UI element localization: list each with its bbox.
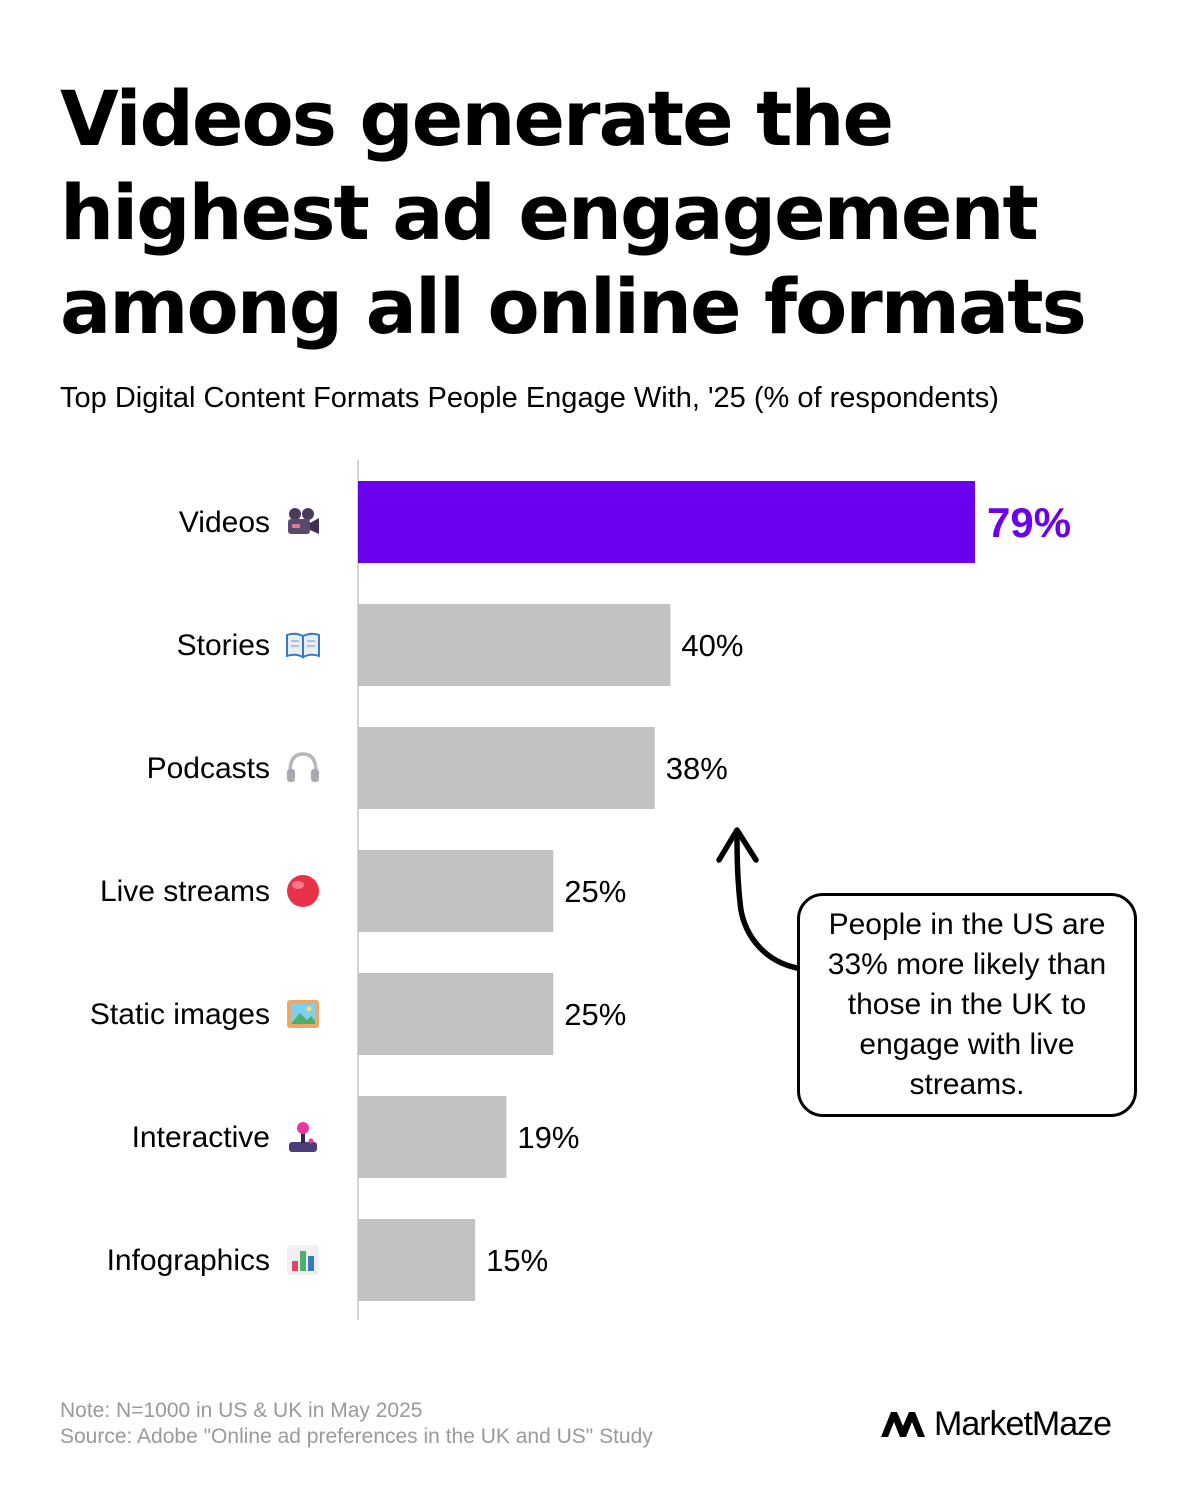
bar-podcasts: [358, 727, 655, 809]
category-label: Infographics: [107, 1244, 270, 1277]
red-circle-icon: [287, 875, 319, 907]
footer-source: Source: Adobe "Online ad preferences in …: [60, 1425, 653, 1448]
annotation-text: People in the US are 33% more likely tha…: [827, 908, 1107, 1101]
value-label: 15%: [486, 1243, 548, 1278]
bar-stories: [358, 604, 671, 686]
bar-chart: Videos 79% Stories 40% Podcasts 38% Live strea…: [90, 460, 1071, 1320]
bar-infographics: [358, 1219, 476, 1301]
value-label: 19%: [517, 1120, 579, 1155]
brand-logo: MarketMaze: [880, 1402, 1112, 1446]
footer: Note: N=1000 in US & UK in May 2025 Sour…: [60, 1398, 653, 1450]
chart-title: Videos generate the highest ad engagemen…: [60, 74, 1087, 351]
category-label: Videos: [179, 506, 270, 539]
bar-chart-icon: [287, 1245, 319, 1275]
annotation-arrowhead: [716, 827, 759, 863]
category-label: Interactive: [132, 1121, 270, 1154]
bar-live-streams: [358, 850, 554, 932]
category-label: Stories: [177, 629, 270, 662]
bar-interactive: [358, 1096, 507, 1178]
open-book-icon: [286, 632, 320, 659]
annotation-arrow: [734, 835, 800, 971]
footer-note: Note: N=1000 in US & UK in May 2025: [60, 1399, 423, 1422]
brand-name: MarketMaze: [934, 1404, 1112, 1443]
framed-picture-icon: [287, 1000, 319, 1028]
movie-camera-icon: [288, 508, 319, 534]
annotation-callout: People in the US are 33% more likely tha…: [797, 893, 1137, 1117]
value-label: 79%: [987, 499, 1071, 546]
category-label: Podcasts: [147, 752, 270, 785]
value-label: 25%: [564, 874, 626, 909]
chart-subtitle: Top Digital Content Formats People Engag…: [60, 382, 999, 414]
value-label: 38%: [666, 751, 728, 786]
category-label: Static images: [90, 998, 270, 1031]
headphones-icon: [287, 752, 319, 782]
bar-static-images: [358, 973, 554, 1055]
marketmaze-logo-icon: [881, 1412, 925, 1437]
value-label: 25%: [564, 997, 626, 1032]
category-label: Live streams: [100, 875, 270, 908]
joystick-icon: [289, 1122, 317, 1152]
bar-videos: [358, 481, 975, 563]
value-label: 40%: [681, 628, 743, 663]
